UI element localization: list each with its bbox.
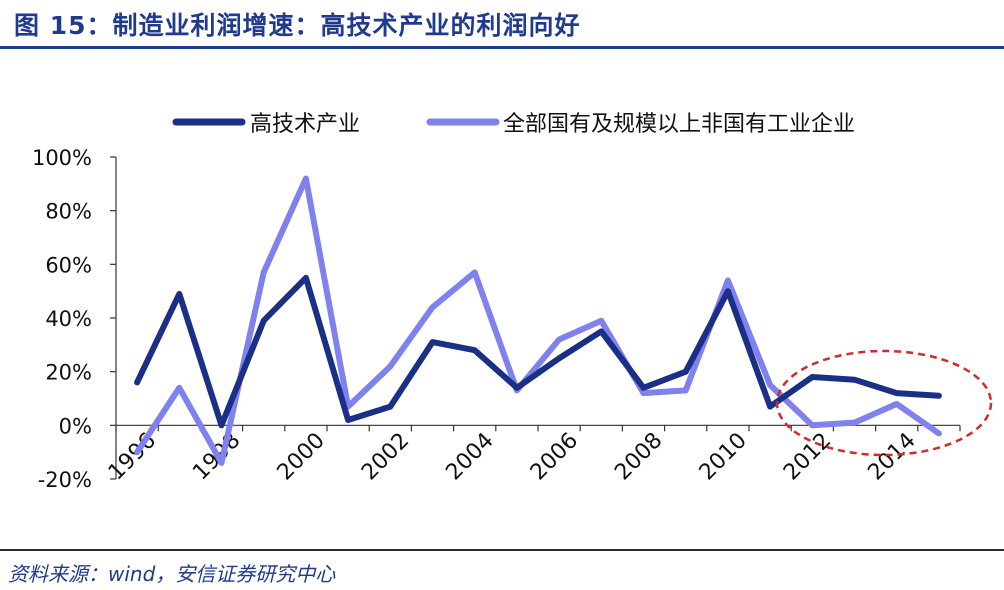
legend-label-high-tech: 高技术产业 [250,112,360,137]
series-line-all-industry [134,175,942,466]
x-axis-ticks: 1996 1998 2000 2002 2004 2006 2008 2010 2012 2014 [104,425,961,485]
x-tick-label: 1996 [104,428,161,485]
y-tick-label: 20% [45,361,92,385]
x-tick-label: 2012 [779,428,836,485]
y-tick-label: 100% [32,146,92,170]
series-line-high-tech [134,274,942,429]
line-chart: 高技术产业 全部国有及规模以上非国有工业企业 100% 80% 60% 40% 20% 0… [32,112,993,492]
x-tick-label: 2004 [441,428,498,485]
x-tick-label: 2002 [357,428,414,485]
highlight-ellipse [775,349,993,457]
legend-label-all-industry: 全部国有及规模以上非国有工业企业 [503,112,855,137]
x-tick-label: 2006 [526,428,583,485]
x-tick-label: 2008 [610,428,667,485]
x-tick-label: 2010 [695,428,752,485]
footer-divider [0,549,1004,551]
y-tick-label: -20% [38,468,92,492]
y-tick-label: 60% [45,253,92,277]
y-tick-label: 80% [45,200,92,224]
chart-series [134,175,942,466]
source-note: 资料来源：wind，安信证券研究中心 [8,562,336,586]
y-tick-label: 0% [59,414,92,438]
x-tick-label: 2014 [863,428,920,485]
y-axis-ticks: 100% 80% 60% 40% 20% 0% -20% [32,146,116,492]
y-tick-label: 40% [45,307,92,331]
chart-legend: 高技术产业 全部国有及规模以上非国有工业企业 [172,112,855,137]
figure-title: 图 15：制造业利润增速：高技术产业的利润向好 [14,11,581,40]
title-divider [0,46,1004,49]
x-tick-label: 2000 [273,428,330,485]
